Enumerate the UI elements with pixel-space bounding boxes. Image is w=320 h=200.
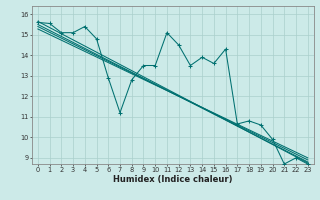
X-axis label: Humidex (Indice chaleur): Humidex (Indice chaleur) xyxy=(113,175,233,184)
